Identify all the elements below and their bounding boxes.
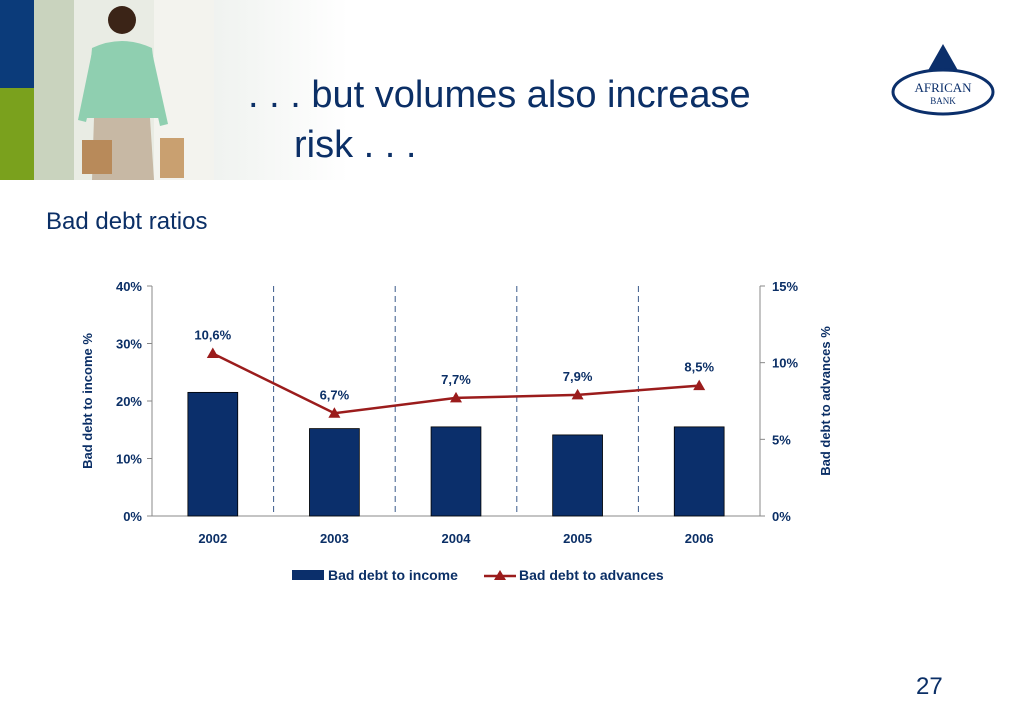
bar-bad-debt-to-income [187,391,239,517]
bar-bad-debt-to-income [430,426,482,517]
legend-line-label: Bad debt to advances [519,567,664,583]
chart-subtitle: Bad debt ratios [46,208,208,235]
line-point-marker [450,391,462,403]
data-label-advances: 10,6% [194,327,231,342]
data-label-advances: 7,7% [441,372,471,387]
page-number: 27 [916,673,943,700]
header-fade [200,0,1023,180]
x-tick-label: 2005 [563,531,592,546]
green-accent-block [0,88,34,180]
y-tick-left-label: 30% [116,337,142,352]
bar-bad-debt-to-income [552,434,603,517]
chart-legend: Bad debt to income Bad debt to advances [292,567,664,583]
slide-title: . . . but volumes also increase risk . .… [248,70,848,170]
y-tick-left-label: 0% [123,509,142,524]
x-tick-label: 2002 [198,531,227,546]
y-tick-right-label: 5% [772,432,791,447]
logo-ellipse [891,68,995,116]
x-tick-label: 2004 [442,531,472,546]
logo-text-line1: AFRICAN [914,80,972,95]
logo-text-line2: BANK [930,96,956,106]
legend-bar-label: Bad debt to income [328,567,458,583]
y-tick-left-label: 40% [116,279,142,294]
x-tick-label: 2006 [685,531,714,546]
line-point-marker [693,379,706,391]
data-label-advances: 8,5% [684,360,714,375]
x-tick-label: 2003 [320,531,349,546]
data-label-advances: 7,9% [563,369,593,384]
woman-shopping-photo [34,0,214,180]
bar-bad-debt-to-income [309,428,360,517]
y-tick-right-label: 0% [772,509,791,524]
y-tick-left-label: 10% [116,452,142,467]
y-axis-left-label: Bad debt to income % [80,333,95,469]
bad-debt-chart: 0% 10% 20% 30% 40% 0% 5% 10% 15% 2002 2003 2004 2005… [80,279,833,583]
data-label-advances: 6,7% [320,387,350,402]
african-bank-logo: AFRICAN BANK [891,44,995,116]
y-tick-left-label: 20% [116,394,142,409]
bar-bad-debt-to-income [673,426,725,517]
y-tick-right-label: 10% [772,356,798,371]
y-tick-right-label: 15% [772,279,798,294]
slide-title-line1: . . . but volumes also increase [248,74,751,116]
legend-bar-swatch [292,570,324,580]
blue-accent-block [0,0,34,88]
line-point-marker [571,388,584,400]
legend-triangle-marker-icon [494,570,506,580]
slide-title-line2: risk . . . [294,124,417,166]
plot-area: 0% 10% 20% 30% 40% 0% 5% 10% 15% 2002 2003 2004 2005… [116,279,798,546]
y-axis-right-label: Bad debt to advances % [818,326,833,476]
line-point-marker [206,347,219,358]
logo-triangle-icon [926,44,960,74]
header-banner [0,0,1023,180]
line-point-marker [328,407,341,418]
